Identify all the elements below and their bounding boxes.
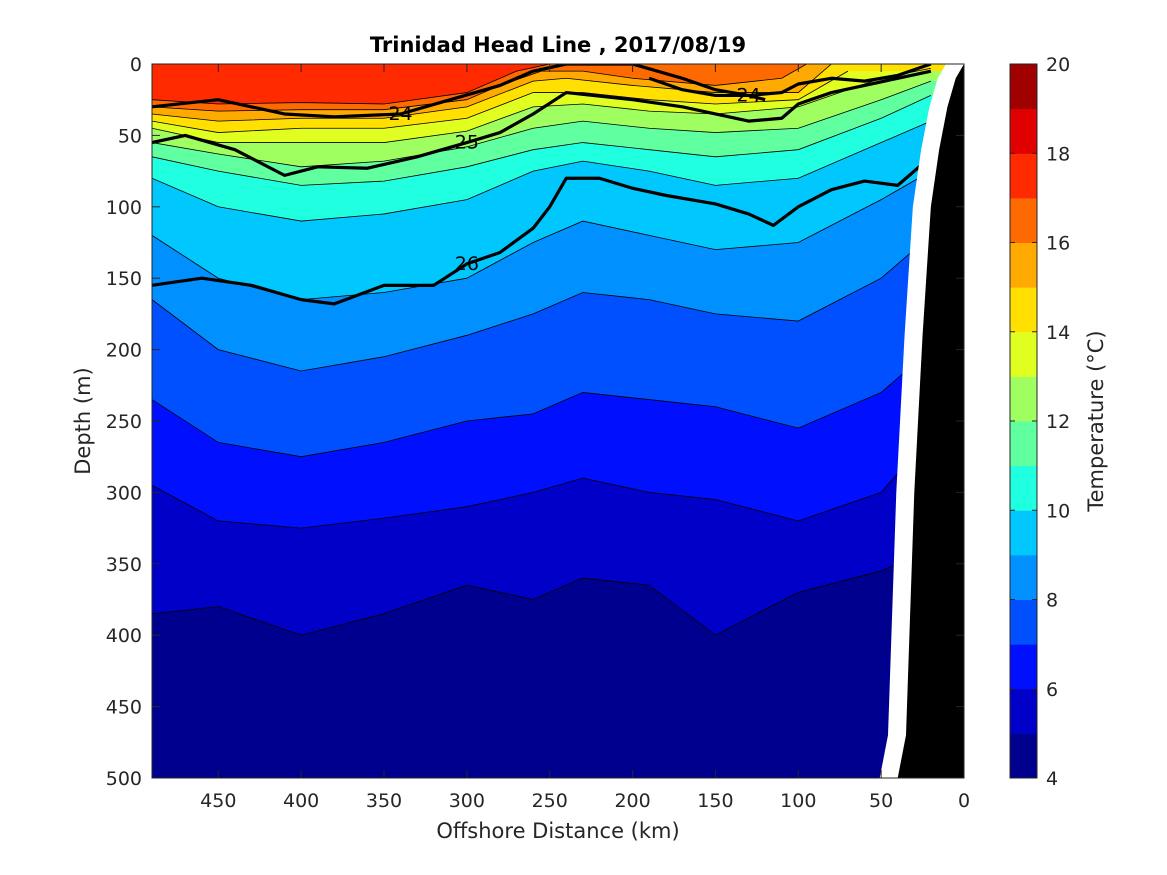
colorbar-segment	[1010, 153, 1037, 199]
x-tick-label: 50	[869, 790, 893, 812]
temperature-band-17	[152, 64, 964, 104]
isotherm-15	[152, 64, 832, 122]
temperature-fill-layer	[152, 64, 964, 636]
plot-area: 24 24 25 26	[152, 64, 964, 778]
isotherm-6	[152, 435, 932, 529]
density-contour-26	[152, 155, 932, 306]
y-tick-label: 150	[106, 268, 142, 290]
colorbar: 4 6 8 10 12 14 16 18 20	[1009, 54, 1070, 790]
colorbar-segment	[1010, 421, 1037, 467]
density-contour-label-3: 26	[455, 253, 479, 275]
y-tick-label: 100	[106, 197, 142, 219]
colorbar-segment	[1010, 554, 1037, 600]
isotherm-8	[152, 235, 932, 372]
colorbar-segment	[1010, 331, 1037, 377]
x-tick-label: 0	[958, 790, 970, 812]
x-tick-label: 450	[200, 790, 236, 812]
colorbar-tick-label: 20	[1046, 54, 1070, 76]
x-tick-label: 100	[780, 790, 816, 812]
x-tick-label: 250	[532, 790, 568, 812]
density-contour-24	[152, 64, 766, 119]
y-tick-label: 350	[106, 554, 142, 576]
seafloor-profile	[897, 64, 964, 778]
colorbar-segment	[1010, 197, 1037, 243]
y-tick-label: 400	[106, 625, 142, 647]
y-axis: 0 50 100 150 200 250 300 350 400 450 500	[106, 54, 964, 790]
colorbar-tick-label: 14	[1046, 322, 1070, 344]
y-tick-label: 200	[106, 340, 142, 362]
colorbar-segment	[1010, 108, 1037, 154]
colorbar-segment	[1010, 599, 1037, 645]
chart-title: Trinidad Head Line , 2017/08/19	[370, 33, 746, 57]
isotherm-layer	[152, 64, 932, 636]
y-tick-label: 250	[106, 411, 142, 433]
colorbar-segment	[1010, 376, 1037, 422]
isotherm-10	[152, 120, 932, 222]
y-tick-label: 0	[130, 54, 142, 76]
isotherm-14	[152, 70, 849, 133]
isotherm-16	[152, 64, 807, 112]
x-tick-label: 150	[697, 790, 733, 812]
y-tick-label: 500	[106, 768, 142, 790]
colorbar-segment	[1010, 242, 1037, 288]
density-contour-label-0: 24	[388, 103, 412, 125]
colorbar-tick-label: 16	[1046, 233, 1070, 255]
colorbar-tick-label: 4	[1046, 768, 1058, 790]
density-contour-label-1: 24	[736, 84, 760, 106]
x-tick-label: 400	[283, 790, 319, 812]
colorbar-tick-label: 18	[1046, 143, 1070, 165]
colorbar-segment	[1010, 733, 1037, 779]
x-axis-label: Offshore Distance (km)	[436, 819, 679, 843]
density-contour-layer: 24 24 25 26	[152, 64, 932, 306]
isotherm-11	[152, 95, 932, 186]
isotherm-17	[152, 64, 799, 105]
x-tick-label: 350	[366, 790, 402, 812]
y-axis-label: Depth (m)	[71, 367, 95, 474]
density-contour-25	[152, 69, 932, 177]
colorbar-segment	[1010, 64, 1037, 110]
colorbar-segment	[1010, 465, 1037, 511]
colorbar-label: Temperature (°C)	[1084, 330, 1108, 512]
isotherm-12	[152, 80, 931, 168]
isotherm-7	[152, 349, 932, 458]
isotherm-5	[152, 549, 932, 636]
density-contour-label-2: 25	[455, 132, 479, 154]
colorbar-segment	[1010, 644, 1037, 690]
colorbar-segment	[1010, 287, 1037, 333]
colorbar-tick-label: 10	[1046, 500, 1070, 522]
density-contour-24	[648, 64, 932, 98]
x-tick-label: 300	[449, 790, 485, 812]
x-axis: 450 400 350 300 250 200 150 100 50 0	[200, 64, 970, 812]
isotherm-13	[152, 67, 931, 143]
colorbar-tick-label: 6	[1046, 679, 1058, 701]
y-tick-label: 300	[106, 482, 142, 504]
y-tick-label: 450	[106, 697, 142, 719]
seafloor-layer	[879, 64, 964, 778]
colorbar-segment	[1010, 688, 1037, 734]
colorbar-tick-label: 8	[1046, 590, 1058, 612]
colorbar-segment	[1010, 510, 1037, 556]
x-tick-label: 200	[614, 790, 650, 812]
y-tick-label: 50	[118, 125, 142, 147]
colorbar-tick-label: 12	[1046, 411, 1070, 433]
